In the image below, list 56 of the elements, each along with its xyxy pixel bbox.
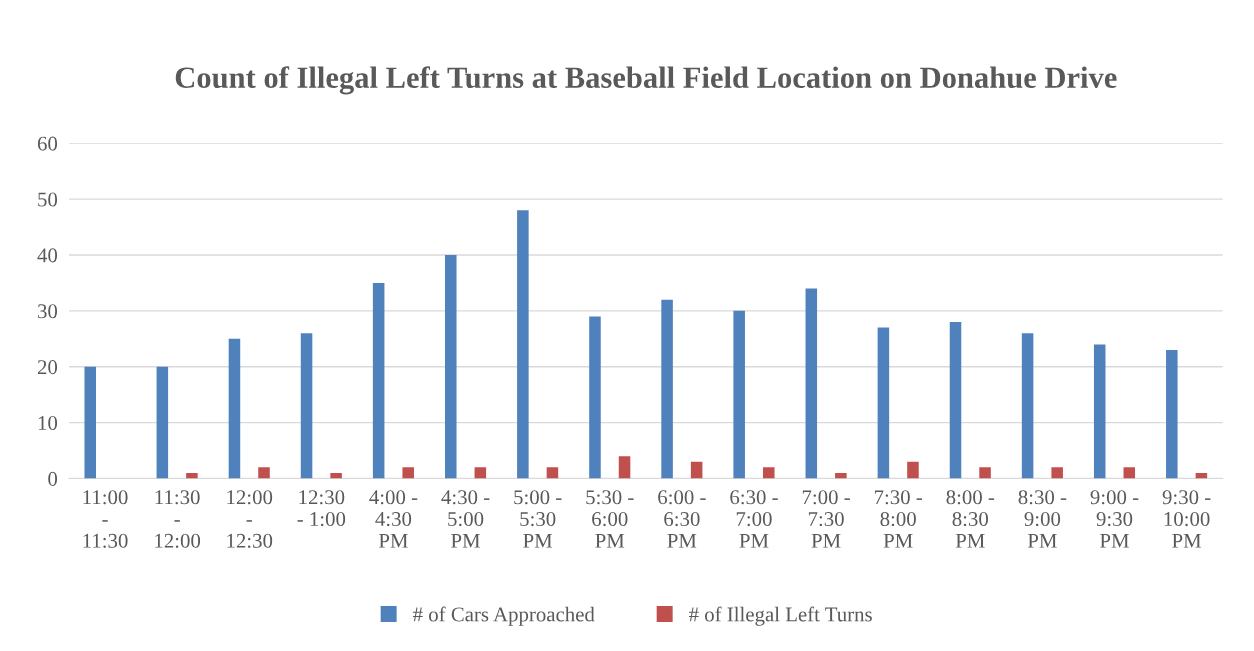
x-tick-label: 9:30 - 10:00 PM [1162, 490, 1211, 548]
bar [258, 467, 270, 479]
bar [762, 467, 775, 479]
y-tick-label: 20 [37, 360, 58, 375]
bar [1093, 344, 1106, 479]
bar [402, 467, 414, 479]
y-tick-label: 10 [38, 415, 58, 431]
x-tick-label: 12:30 - 1:00 [297, 490, 346, 527]
bar [979, 467, 991, 479]
chart-title: Count of Illegal Left Turns at Baseball Field Location on Donahue Drive [175, 66, 1117, 95]
bar [733, 310, 745, 479]
bar [517, 210, 529, 479]
bar [1021, 333, 1034, 479]
bar [300, 333, 313, 479]
y-tick-label: 30 [38, 304, 58, 319]
bar [949, 322, 962, 479]
bar [589, 316, 601, 479]
x-tick-label: 8:30 - 9:00 PM [1018, 490, 1067, 548]
bar [186, 472, 198, 479]
bar [474, 467, 487, 479]
x-tick-label: 8:00 - 8:30 PM [946, 490, 995, 548]
x-tick-label: 5:00 - 5:30 PM [514, 490, 562, 548]
legend-label: # of Cars Approached [412, 606, 595, 626]
x-tick-label: 4:00 - 4:30 PM [369, 490, 418, 548]
bar [84, 366, 97, 479]
bar [877, 327, 890, 479]
x-tick-label: 6:00 - 6:30 PM [658, 490, 706, 548]
bar [228, 338, 241, 479]
bar [546, 467, 559, 479]
bar [805, 288, 818, 479]
bar [1123, 467, 1136, 479]
y-tick-label: 60 [37, 136, 58, 151]
x-tick-label: 5:30 - 6:00 PM [586, 490, 634, 548]
bar [618, 456, 631, 479]
bar [690, 461, 703, 479]
x-tick-label: 12:00 - 12:30 [227, 490, 273, 548]
bar [1166, 349, 1178, 479]
x-tick-label: 9:00 - 9:30 PM [1090, 490, 1139, 548]
x-tick-label: 11:30 - 12:00 [155, 490, 201, 548]
bar [330, 472, 342, 479]
x-tick-label: 6:30 - 7:00 PM [730, 490, 778, 548]
bar [445, 254, 457, 479]
x-tick-label: 7:30 - 8:00 PM [874, 490, 923, 548]
x-tick-label: 11:00 - 11:30 [83, 490, 128, 548]
y-tick-label: 0 [48, 471, 58, 486]
bar [156, 366, 169, 479]
y-tick-label: 40 [37, 248, 58, 263]
bar [907, 461, 919, 479]
x-tick-label: 7:00 - 7:30 PM [802, 490, 850, 548]
bar [372, 282, 385, 479]
bar [1051, 467, 1063, 479]
bar [661, 299, 673, 479]
x-tick-label: 4:30 - 5:00 PM [441, 490, 490, 548]
y-tick-label: 50 [38, 192, 58, 207]
legend-label: # of Illegal Left Turns [688, 606, 872, 626]
bar [835, 472, 847, 479]
